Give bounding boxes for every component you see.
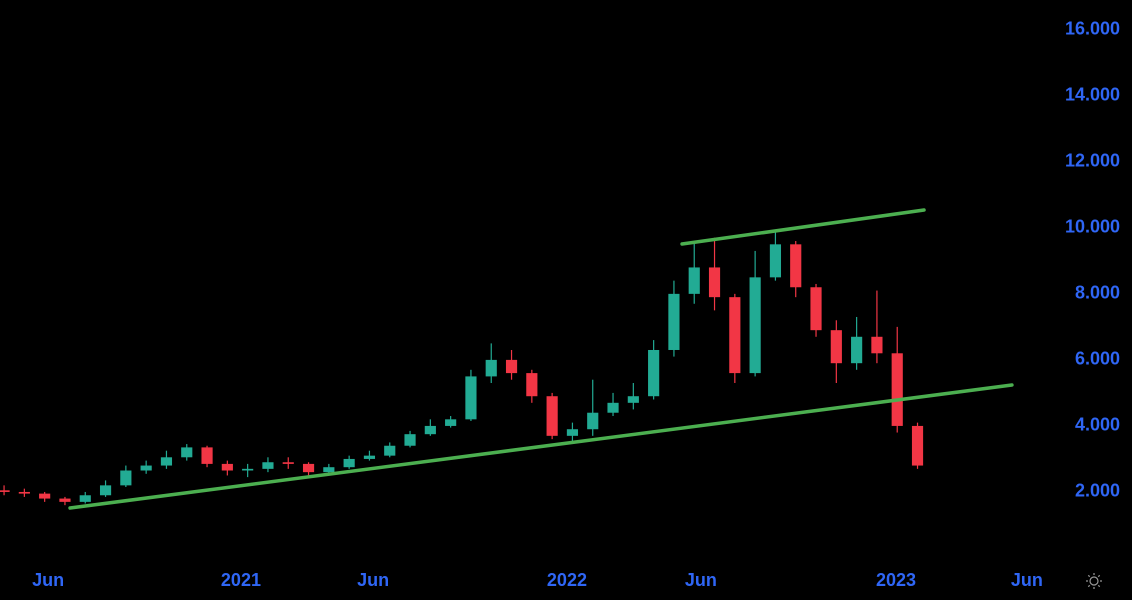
- candle-body: [505, 359, 518, 374]
- candle-body: [424, 425, 436, 435]
- candle-body: [282, 462, 294, 464]
- candle-body: [830, 330, 842, 364]
- candle-body: [302, 463, 315, 473]
- candle-body: [323, 467, 335, 473]
- y-tick-label: 12.000: [1065, 151, 1120, 171]
- candle-body: [790, 244, 802, 288]
- candle-body: [242, 468, 254, 471]
- candle-body: [140, 465, 152, 471]
- candle-body: [851, 336, 863, 364]
- x-tick-label: Jun: [357, 570, 389, 590]
- x-tick-label: Jun: [1011, 570, 1043, 590]
- candle-body: [668, 293, 680, 350]
- x-tick-label: 2023: [876, 570, 916, 590]
- price-axis: 2.000 4.000 6.000 8.000 10.000 12.000 14.000 16…: [1065, 18, 1120, 500]
- candle-body: [729, 297, 741, 374]
- candle-body: [526, 373, 538, 397]
- candle-body: [566, 429, 579, 436]
- x-tick-label: Jun: [685, 570, 717, 590]
- x-tick-label: 2021: [221, 570, 261, 590]
- plot-area: Jun 2021 Jun 2022 Jun 2023 Jun: [0, 208, 1043, 590]
- candle-body: [465, 376, 477, 420]
- y-tick-label: 16.000: [1065, 18, 1120, 38]
- candle-body: [79, 495, 91, 502]
- candle-body: [769, 244, 782, 278]
- candle-body: [648, 349, 660, 397]
- candle-body: [384, 445, 396, 456]
- candle-body: [445, 419, 457, 426]
- y-tick-label: 6.000: [1075, 349, 1120, 369]
- candle-body: [607, 402, 619, 413]
- candle-body: [587, 412, 599, 430]
- candle-body: [0, 490, 10, 492]
- candle-body: [546, 396, 558, 436]
- y-tick-label: 8.000: [1075, 283, 1120, 303]
- candle-body: [221, 463, 233, 471]
- candle-body: [363, 455, 376, 459]
- candle-body: [911, 425, 924, 466]
- candle-body: [871, 336, 883, 354]
- candle-body: [749, 277, 761, 374]
- y-tick-label: 2.000: [1075, 481, 1120, 501]
- candle-body: [120, 470, 132, 486]
- candle-body: [59, 498, 71, 502]
- candle-body: [160, 457, 173, 466]
- candle-body: [18, 491, 30, 494]
- x-tick-label: Jun: [32, 570, 64, 590]
- candle-body: [201, 447, 213, 464]
- trend-line: [680, 208, 926, 246]
- candle-body: [891, 353, 903, 426]
- candle-body: [39, 493, 51, 499]
- y-tick-label: 10.000: [1065, 217, 1120, 237]
- candle-body: [708, 267, 721, 298]
- y-tick-label: 4.000: [1075, 415, 1120, 435]
- candle-body: [485, 359, 497, 377]
- y-tick-label: 14.000: [1065, 85, 1120, 105]
- candle-body: [181, 447, 193, 458]
- trend-line: [68, 383, 1014, 510]
- candle-body: [262, 462, 274, 469]
- candle-body: [627, 396, 639, 403]
- candle-body: [688, 267, 700, 294]
- candle-body: [810, 287, 822, 331]
- candle-body: [404, 434, 416, 446]
- settings-icon[interactable]: [1086, 573, 1102, 589]
- x-tick-label: 2022: [547, 570, 587, 590]
- candle-body: [343, 458, 355, 468]
- candle-body: [99, 485, 112, 496]
